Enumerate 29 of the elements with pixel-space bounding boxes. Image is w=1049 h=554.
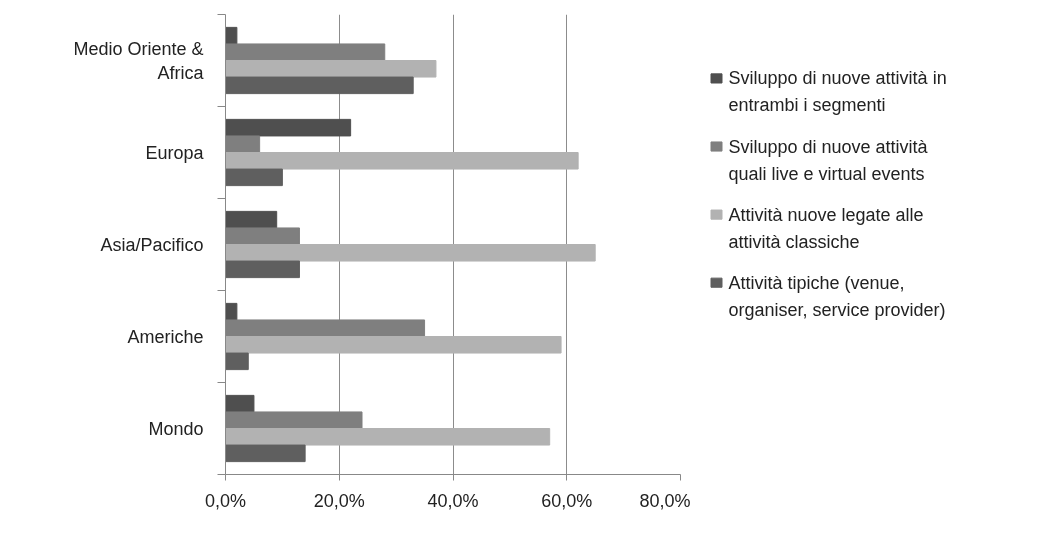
x-tick-label: 60,0% [541, 490, 593, 511]
y-tick-label: Asia/Pacifico [100, 234, 204, 255]
bar [225, 76, 414, 95]
bar [225, 428, 551, 446]
bar [225, 152, 579, 170]
bar [225, 118, 352, 137]
bar [225, 244, 596, 262]
bar [225, 168, 283, 187]
y-tick-label: Europa [145, 142, 205, 163]
bar [225, 210, 278, 229]
y-tick-label: Mondo [148, 418, 204, 439]
bar [225, 302, 238, 321]
x-tick-label: 80,0% [639, 490, 691, 511]
x-tick-label: 0,0% [204, 490, 247, 511]
x-tick-label: 40,0% [427, 490, 479, 511]
bar [225, 260, 300, 279]
y-tick-label: Medio Oriente & Africa [73, 38, 205, 83]
bar [225, 60, 437, 78]
bar [225, 352, 249, 371]
y-tick-label: Americhe [127, 326, 204, 347]
legend-label: Sviluppo di nuove attività in entrambi i segmenti [728, 68, 947, 116]
legend-label: Attività nuove legate alle attività classiche [728, 204, 924, 252]
bar [225, 26, 238, 45]
legend-label: Attività tipiche (venue, organiser, service provider) [728, 272, 946, 320]
bar [225, 336, 562, 354]
x-tick-label: 20,0% [313, 490, 365, 511]
bar [225, 394, 255, 413]
bar [225, 444, 306, 463]
legend-label: Sviluppo di nuove attività quali live e virtual events [728, 136, 929, 184]
